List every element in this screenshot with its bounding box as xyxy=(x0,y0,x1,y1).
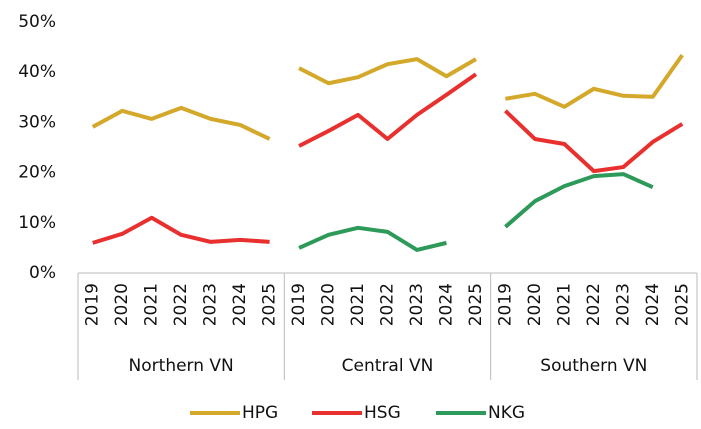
series-line xyxy=(298,57,477,86)
legend-label: NKG xyxy=(488,403,525,423)
series-line xyxy=(91,105,271,141)
x-tick-label: 2021 xyxy=(348,283,368,326)
series-line xyxy=(298,225,447,252)
x-tick-label: 2019 xyxy=(289,283,309,326)
series-line xyxy=(298,72,478,148)
x-tick-label: 2024 xyxy=(436,283,456,326)
y-tick-label: 20% xyxy=(18,163,56,183)
x-tick-label: 2021 xyxy=(142,283,162,326)
x-tick-label: 2025 xyxy=(672,283,692,326)
y-tick-label: 50% xyxy=(18,12,56,32)
group-label: Northern VN xyxy=(129,356,234,376)
y-tick-label: 10% xyxy=(18,213,56,233)
y-tick-label: 30% xyxy=(18,112,56,132)
x-tick-label: 2025 xyxy=(260,283,280,326)
group-label: Central VN xyxy=(342,356,434,376)
y-tick-label: 40% xyxy=(18,62,56,82)
x-tick-label: 2020 xyxy=(112,283,132,326)
x-tick-label: 2022 xyxy=(171,283,191,326)
x-tick-label: 2024 xyxy=(230,283,250,326)
x-tick-label: 2020 xyxy=(525,283,545,326)
x-tick-label: 2022 xyxy=(584,283,604,326)
series-line xyxy=(504,172,654,229)
x-tick-label: 2025 xyxy=(466,283,486,326)
x-tick-label: 2023 xyxy=(613,283,633,326)
x-tick-label: 2024 xyxy=(643,283,663,326)
x-tick-label: 2023 xyxy=(407,283,427,326)
legend-label: HPG xyxy=(242,403,278,423)
y-tick-label: 0% xyxy=(29,263,56,283)
x-tick-label: 2023 xyxy=(201,283,221,326)
x-tick-label: 2020 xyxy=(319,283,339,326)
legend-label: HSG xyxy=(364,403,401,423)
series-line xyxy=(505,53,684,109)
x-tick-label: 2019 xyxy=(83,283,103,326)
series-line xyxy=(504,109,684,174)
x-tick-label: 2021 xyxy=(554,283,574,326)
x-tick-label: 2019 xyxy=(495,283,515,326)
x-tick-label: 2022 xyxy=(378,283,398,326)
series-line xyxy=(92,215,270,245)
group-label: Southern VN xyxy=(540,356,647,376)
